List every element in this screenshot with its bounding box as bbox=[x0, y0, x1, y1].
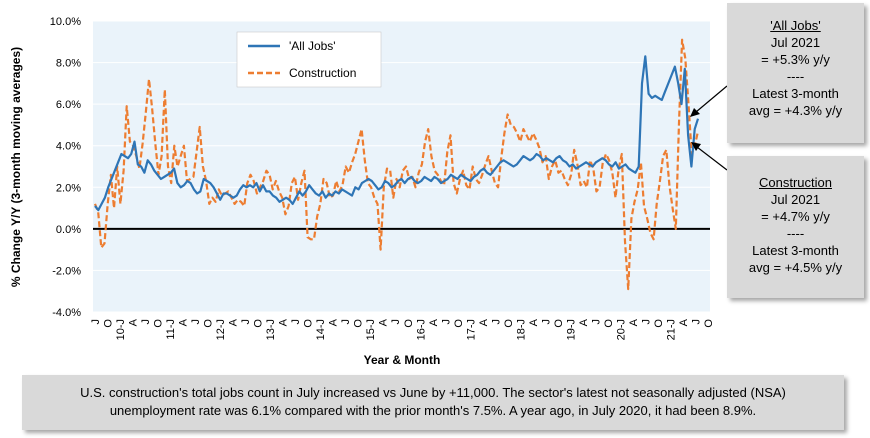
x-tick-label: J bbox=[90, 319, 102, 325]
x-tick-label: J bbox=[490, 319, 502, 325]
x-tick-label: 12-J bbox=[215, 319, 227, 340]
x-tick-label: 10-J bbox=[115, 319, 127, 340]
callout-arrow-construction bbox=[696, 146, 728, 171]
x-tick-label: A bbox=[178, 318, 190, 326]
x-tick-label: 20-J bbox=[615, 319, 627, 340]
x-axis-title: Year & Month bbox=[364, 353, 441, 367]
footnote-line: U.S. construction's total jobs count in … bbox=[80, 385, 786, 400]
callout-construction-line: Jul 2021 bbox=[770, 192, 821, 207]
series-line-construction bbox=[93, 38, 700, 291]
callout-construction-line: ---- bbox=[786, 226, 805, 241]
footnote: U.S. construction's total jobs count in … bbox=[22, 375, 844, 430]
callout-arrowhead-all-jobs bbox=[690, 108, 700, 117]
y-tick-label: 4.0% bbox=[56, 141, 81, 153]
y-tick-label: 0.0% bbox=[56, 224, 81, 236]
x-tick-label: J bbox=[540, 319, 552, 325]
x-axis-ticks: J O 10-J A J O 11-J A J O 12-J A J O 13-J A J O 14-J A J O 15-… bbox=[90, 318, 715, 340]
y-axis-title: % Change Y/Y (3-month moving averages) bbox=[9, 47, 23, 287]
x-tick-label: O bbox=[353, 319, 365, 328]
x-tick-label: A bbox=[678, 318, 690, 326]
y-tick-label: 8.0% bbox=[56, 58, 81, 70]
x-tick-label: O bbox=[203, 319, 215, 328]
y-tick-label: -4.0% bbox=[52, 307, 81, 319]
y-tick-label: 2.0% bbox=[56, 182, 81, 194]
x-tick-label: A bbox=[128, 318, 140, 326]
x-tick-label: 17-J bbox=[465, 319, 477, 340]
x-tick-label: J bbox=[690, 319, 702, 325]
x-tick-label: O bbox=[253, 319, 265, 328]
x-tick-label: 15-J bbox=[365, 319, 377, 340]
x-tick-label: 19-J bbox=[565, 319, 577, 340]
x-tick-label: J bbox=[190, 319, 202, 325]
x-tick-label: A bbox=[428, 318, 440, 326]
x-tick-label: O bbox=[103, 319, 115, 328]
x-tick-label: A bbox=[378, 318, 390, 326]
x-tick-label: A bbox=[278, 318, 290, 326]
x-tick-label: O bbox=[703, 319, 715, 328]
x-tick-label: O bbox=[553, 319, 565, 328]
legend-label-all-jobs: 'All Jobs' bbox=[289, 39, 336, 53]
x-tick-label: 21-J bbox=[665, 319, 677, 340]
x-tick-label: A bbox=[228, 318, 240, 326]
callout-construction: Construction Jul 2021 = +4.7% y/y ---- L… bbox=[727, 156, 864, 298]
x-tick-label: A bbox=[328, 318, 340, 326]
series-line-all-jobs bbox=[94, 55, 700, 212]
x-tick-label: O bbox=[653, 319, 665, 328]
x-tick-label: J bbox=[440, 319, 452, 325]
x-tick-label: A bbox=[628, 318, 640, 326]
callout-all-jobs-line: Jul 2021 bbox=[770, 35, 821, 50]
callout-construction-line: avg = +4.5% y/y bbox=[748, 260, 843, 275]
x-tick-label: O bbox=[503, 319, 515, 328]
callout-construction-title: Construction bbox=[759, 175, 832, 190]
x-tick-label: 16-J bbox=[415, 319, 427, 340]
x-tick-label: O bbox=[303, 319, 315, 328]
y-tick-label: -2.0% bbox=[52, 265, 81, 277]
y-tick-label: 10.0% bbox=[50, 16, 81, 28]
legend: 'All Jobs' Construction bbox=[236, 31, 382, 88]
y-axis-ticks: -4.0% -2.0% 0.0% 2.0% 4.0% 6.0% 8.0% 10.0% bbox=[50, 16, 81, 319]
callout-all-jobs-line: Latest 3-month bbox=[752, 86, 839, 101]
x-tick-label: J bbox=[390, 319, 402, 325]
x-tick-label: A bbox=[578, 318, 590, 326]
x-tick-label: 14-J bbox=[315, 319, 327, 340]
series-lines bbox=[93, 38, 700, 291]
x-tick-label: O bbox=[453, 319, 465, 328]
x-tick-label: 11-J bbox=[165, 319, 177, 340]
x-tick-label: J bbox=[340, 319, 352, 325]
x-tick-label: A bbox=[478, 318, 490, 326]
legend-box bbox=[236, 31, 382, 88]
callout-all-jobs-title: 'All Jobs' bbox=[770, 18, 821, 33]
y-tick-label: 6.0% bbox=[56, 99, 81, 111]
x-tick-label: J bbox=[640, 319, 652, 325]
callout-arrowhead-construction bbox=[691, 142, 701, 151]
x-tick-label: J bbox=[140, 319, 152, 325]
callout-arrows bbox=[690, 85, 728, 171]
callout-construction-line: Latest 3-month bbox=[752, 243, 839, 258]
callout-arrow-all-jobs bbox=[695, 85, 728, 113]
x-tick-label: J bbox=[590, 319, 602, 325]
legend-label-construction: Construction bbox=[289, 66, 356, 80]
gridlines bbox=[93, 20, 710, 313]
x-tick-label: J bbox=[290, 319, 302, 325]
x-tick-label: O bbox=[603, 319, 615, 328]
x-tick-label: 13-J bbox=[265, 319, 277, 340]
x-tick-label: O bbox=[153, 319, 165, 328]
callout-construction-line: = +4.7% y/y bbox=[761, 209, 830, 224]
callout-all-jobs-line: ---- bbox=[786, 69, 805, 84]
x-tick-label: 18-J bbox=[515, 319, 527, 340]
footnote-line: unemployment rate was 6.1% compared with… bbox=[109, 403, 757, 418]
x-tick-label: A bbox=[528, 318, 540, 326]
callout-all-jobs-line: avg = +4.3% y/y bbox=[748, 103, 843, 118]
callout-all-jobs-line: = +5.3% y/y bbox=[761, 52, 830, 67]
x-tick-label: J bbox=[240, 319, 252, 325]
callout-all-jobs: 'All Jobs' Jul 2021 = +5.3% y/y ---- Lat… bbox=[727, 3, 864, 143]
x-tick-label: O bbox=[403, 319, 415, 328]
